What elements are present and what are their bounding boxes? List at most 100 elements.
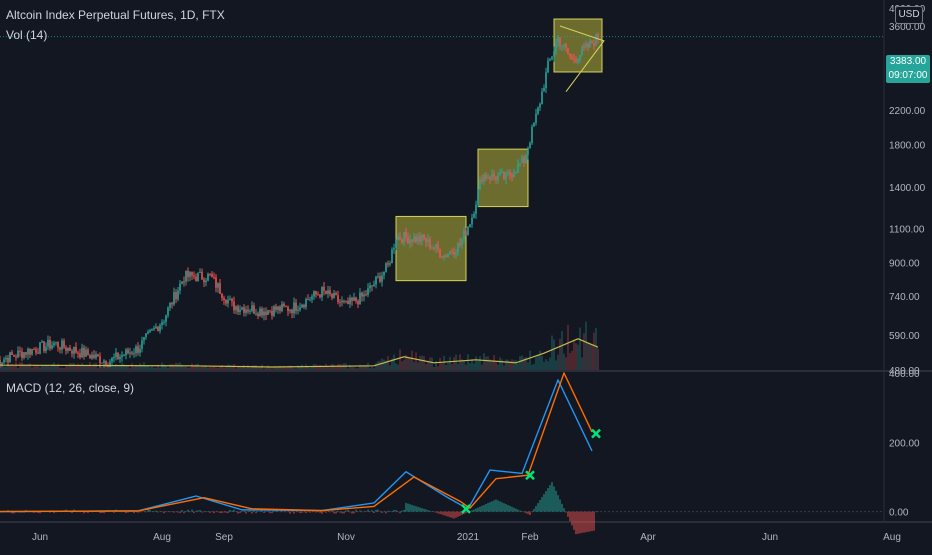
candle-body bbox=[193, 275, 195, 276]
macd-histogram-bar bbox=[273, 511, 274, 512]
macd-histogram-bar bbox=[431, 511, 432, 512]
candle-body bbox=[371, 285, 373, 286]
macd-histogram-bar bbox=[557, 495, 558, 511]
volume-indicator-label[interactable]: Vol (14) bbox=[6, 28, 47, 42]
volume-bar bbox=[549, 357, 550, 370]
macd-histogram-bar bbox=[529, 512, 530, 515]
time-tick-label: Apr bbox=[640, 532, 656, 543]
volume-bar bbox=[469, 363, 470, 370]
macd-histogram-bar bbox=[315, 512, 316, 513]
candle-body bbox=[595, 34, 597, 46]
macd-histogram-bar bbox=[153, 511, 154, 512]
volume-bar bbox=[199, 367, 200, 370]
candle-body bbox=[189, 272, 191, 277]
volume-bar bbox=[411, 351, 412, 370]
candle-body bbox=[15, 356, 17, 357]
macd-histogram-bar bbox=[301, 512, 302, 513]
candle-body bbox=[501, 172, 503, 173]
macd-histogram-bar bbox=[377, 510, 378, 512]
volume-bar bbox=[445, 365, 446, 370]
volume-bar bbox=[583, 333, 584, 370]
candle-body bbox=[307, 299, 309, 300]
volume-bar bbox=[263, 369, 264, 370]
macd-histogram-bar bbox=[177, 512, 178, 513]
chart-title[interactable]: Altcoin Index Perpetual Futures, 1D, FTX bbox=[6, 8, 225, 22]
candle-body bbox=[497, 175, 499, 180]
volume-bar bbox=[467, 354, 468, 370]
consolidation-box bbox=[396, 216, 466, 280]
candle-body bbox=[499, 173, 501, 176]
candle-body bbox=[559, 37, 561, 45]
macd-histogram-bar bbox=[449, 512, 450, 518]
candle-body bbox=[325, 291, 327, 294]
candle-body bbox=[169, 303, 171, 308]
candle-body bbox=[289, 310, 291, 311]
candle-body bbox=[163, 322, 165, 323]
volume-bar bbox=[151, 367, 152, 370]
macd-histogram-bar bbox=[495, 499, 496, 511]
macd-histogram-bar bbox=[265, 511, 266, 512]
candle-body bbox=[485, 175, 487, 178]
candle-body bbox=[221, 294, 223, 298]
volume-bar bbox=[573, 340, 574, 370]
macd-histogram-bar bbox=[587, 512, 588, 532]
volume-bar bbox=[505, 360, 506, 370]
candle-body bbox=[365, 294, 367, 295]
volume-bar bbox=[485, 357, 486, 370]
price-tick-label: 2200.00 bbox=[889, 106, 926, 117]
macd-histogram-bar bbox=[371, 510, 372, 511]
time-tick-label: Nov bbox=[337, 532, 355, 543]
candle-body bbox=[159, 325, 161, 331]
volume-bar bbox=[211, 367, 212, 370]
candle-body bbox=[201, 272, 203, 280]
volume-bar bbox=[545, 359, 546, 370]
candle-body bbox=[417, 236, 419, 242]
currency-selector[interactable]: USD bbox=[895, 6, 923, 24]
volume-bar bbox=[491, 361, 492, 370]
macd-histogram-bar bbox=[101, 512, 102, 513]
candle-body bbox=[563, 44, 565, 46]
macd-histogram-bar bbox=[253, 511, 254, 512]
candle-body bbox=[229, 299, 231, 300]
candle-body bbox=[99, 356, 101, 363]
volume-bar bbox=[215, 367, 216, 370]
candle-body bbox=[45, 347, 47, 351]
candle-body bbox=[287, 307, 289, 311]
candle-body bbox=[143, 337, 145, 340]
volume-bar bbox=[503, 365, 504, 370]
candle-body bbox=[241, 307, 243, 309]
macd-histogram-bar bbox=[137, 512, 138, 513]
volume-bar bbox=[131, 363, 132, 370]
macd-histogram-bar bbox=[499, 501, 500, 511]
macd-histogram-bar bbox=[171, 511, 172, 512]
candle-body bbox=[379, 276, 381, 282]
volume-bar bbox=[501, 359, 502, 370]
candle-body bbox=[19, 351, 21, 352]
macd-pane bbox=[0, 373, 884, 534]
candle-body bbox=[165, 315, 167, 321]
candle-body bbox=[249, 311, 251, 312]
volume-bar bbox=[1, 367, 2, 370]
volume-bar bbox=[57, 364, 58, 370]
candle-body bbox=[383, 272, 385, 276]
macd-histogram-bar bbox=[411, 505, 412, 512]
macd-histogram-bar bbox=[333, 512, 334, 514]
candle-body bbox=[541, 91, 543, 104]
volume-bar bbox=[567, 325, 568, 370]
macd-indicator-label[interactable]: MACD (12, 26, close, 9) bbox=[6, 381, 134, 395]
macd-histogram-bar bbox=[255, 512, 256, 514]
candle-body bbox=[57, 342, 59, 347]
volume-bar bbox=[593, 333, 594, 370]
candle-body bbox=[309, 300, 311, 301]
macd-histogram-bar bbox=[563, 508, 564, 511]
volume-bar bbox=[463, 360, 464, 370]
candle-body bbox=[157, 327, 159, 331]
candle-body bbox=[111, 357, 113, 361]
volume-bar bbox=[309, 368, 310, 370]
candle-body bbox=[183, 281, 185, 282]
macd-histogram-bar bbox=[369, 512, 370, 513]
volume-bar bbox=[529, 351, 530, 370]
candle-body bbox=[27, 349, 29, 355]
